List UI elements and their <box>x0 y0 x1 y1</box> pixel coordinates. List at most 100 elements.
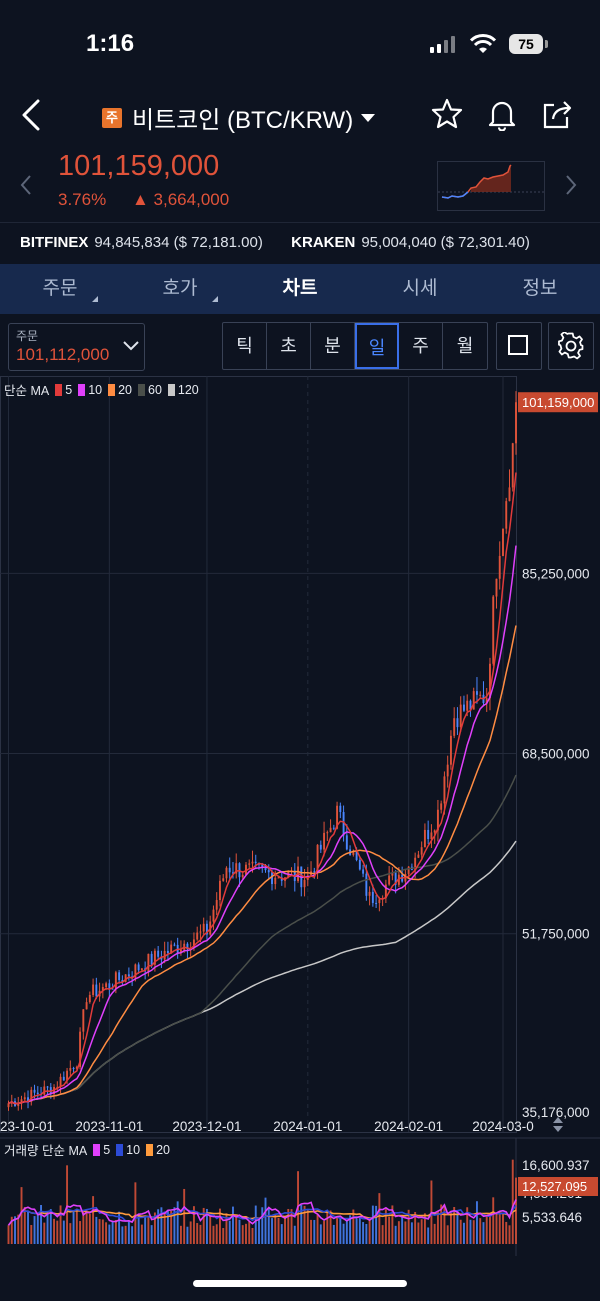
candle-body <box>101 986 104 991</box>
candle-body <box>66 1070 69 1081</box>
candle-body <box>336 805 339 829</box>
bell-icon[interactable] <box>485 97 519 131</box>
price-chart[interactable]: 85,250,000 68,500,000 51,750,000 35,176,000… <box>0 376 600 1256</box>
candle-body <box>248 863 251 865</box>
candle-body <box>352 851 355 855</box>
volume-bar <box>124 1225 127 1244</box>
tab-chart[interactable]: 차트 <box>282 278 318 299</box>
candle-body <box>170 944 173 954</box>
tab-orderbook[interactable]: 호가 <box>120 264 240 314</box>
period-day[interactable]: 일 <box>355 323 399 369</box>
next-coin-arrow-icon[interactable] <box>563 173 579 197</box>
volume-legend: 거래량 단순 MA 5 10 20 <box>4 1140 170 1159</box>
volume-bar <box>235 1215 238 1244</box>
volume-bar <box>170 1210 173 1244</box>
candle-body <box>515 402 517 444</box>
candle-body <box>20 1099 23 1104</box>
home-indicator <box>193 1280 407 1287</box>
order-price-select[interactable] <box>8 323 145 371</box>
corner-indicator-icon <box>212 296 218 302</box>
candle-body <box>137 964 140 971</box>
volume-bar <box>85 1210 88 1244</box>
volume-bar <box>53 1218 56 1244</box>
volume-bar <box>345 1221 348 1244</box>
price-axis-label: 68,500,000 <box>522 747 590 762</box>
volume-bar <box>179 1225 182 1244</box>
star-icon[interactable] <box>430 97 464 131</box>
volume-axis-label: 5,533.646 <box>522 1210 582 1225</box>
ma10-label: 10 <box>88 382 103 397</box>
chart-settings-button[interactable] <box>548 322 594 370</box>
volume-bar <box>355 1218 358 1244</box>
volume-bar <box>225 1213 228 1244</box>
date-axis-label: 2023-12-01 <box>172 1119 241 1134</box>
volume-bar <box>485 1216 488 1244</box>
candle-body <box>414 857 417 871</box>
candle-body <box>114 972 117 989</box>
candle-body <box>199 931 202 933</box>
candle-body <box>378 899 381 904</box>
tab-market-price[interactable]: 시세 <box>402 278 438 299</box>
candle-body <box>202 923 205 932</box>
candle-body <box>417 854 420 858</box>
period-second[interactable]: 초 <box>267 323 311 369</box>
back-button[interactable] <box>18 98 48 132</box>
candle-body <box>433 830 436 833</box>
ma10-line <box>8 545 517 1105</box>
candle-body <box>36 1092 39 1095</box>
candle-body <box>355 851 358 860</box>
candle-body <box>277 877 280 879</box>
share-icon[interactable] <box>540 97 574 131</box>
volume-bar <box>23 1207 26 1244</box>
candle-body <box>440 803 443 810</box>
volume-bar <box>72 1211 75 1244</box>
candle-body <box>339 805 342 813</box>
volume-bar <box>332 1224 335 1244</box>
candle-body <box>121 980 124 982</box>
volume-bar <box>186 1226 189 1244</box>
candle-body <box>235 863 238 874</box>
volume-bar <box>495 1213 498 1244</box>
period-week[interactable]: 주 <box>399 323 443 369</box>
vol-ma10-label: 10 <box>126 1142 141 1157</box>
period-tick[interactable]: 틱 <box>223 323 267 369</box>
volume-bar <box>49 1209 52 1244</box>
candle-body <box>111 988 114 990</box>
candle-body <box>205 923 208 935</box>
period-minute[interactable]: 분 <box>311 323 355 369</box>
tab-order[interactable]: 주문 <box>0 264 120 314</box>
candle-body <box>147 953 150 972</box>
vol-ma20-color-swatch <box>146 1143 154 1156</box>
date-axis-label: 2024-02-01 <box>374 1119 443 1134</box>
prev-coin-arrow-icon[interactable] <box>18 173 34 197</box>
volume-bar <box>108 1224 111 1244</box>
tab-info[interactable]: 정보 <box>522 278 558 299</box>
fullscreen-button[interactable] <box>496 322 542 370</box>
candle-body <box>108 983 111 989</box>
sort-down-icon <box>553 1126 563 1132</box>
candle-body <box>407 866 410 874</box>
candle-body <box>508 487 511 502</box>
volume-bar <box>375 1205 378 1244</box>
volume-bar <box>365 1223 368 1244</box>
candle-body <box>443 776 446 804</box>
volume-bar <box>339 1218 342 1244</box>
volume-bar <box>140 1224 143 1244</box>
volume-bar <box>82 1210 85 1244</box>
volume-bar <box>479 1218 482 1244</box>
volume-bar <box>101 1219 104 1244</box>
current-volume-tag <box>518 1177 598 1196</box>
volume-bar <box>482 1222 485 1244</box>
coin-selector[interactable]: 주 비트코인 (BTC/KRW) <box>102 100 376 135</box>
volume-bar <box>316 1214 319 1244</box>
period-month[interactable]: 월 <box>456 336 474 356</box>
volume-bar <box>498 1213 501 1244</box>
price-axis-label: 35,176,000 <box>522 1105 590 1120</box>
volume-bar <box>349 1215 352 1244</box>
volume-bar <box>472 1220 475 1244</box>
volume-bar <box>267 1208 270 1244</box>
candle-body <box>502 528 504 556</box>
square-icon <box>508 335 528 355</box>
candle-body <box>212 909 215 922</box>
volume-bar <box>134 1182 137 1244</box>
